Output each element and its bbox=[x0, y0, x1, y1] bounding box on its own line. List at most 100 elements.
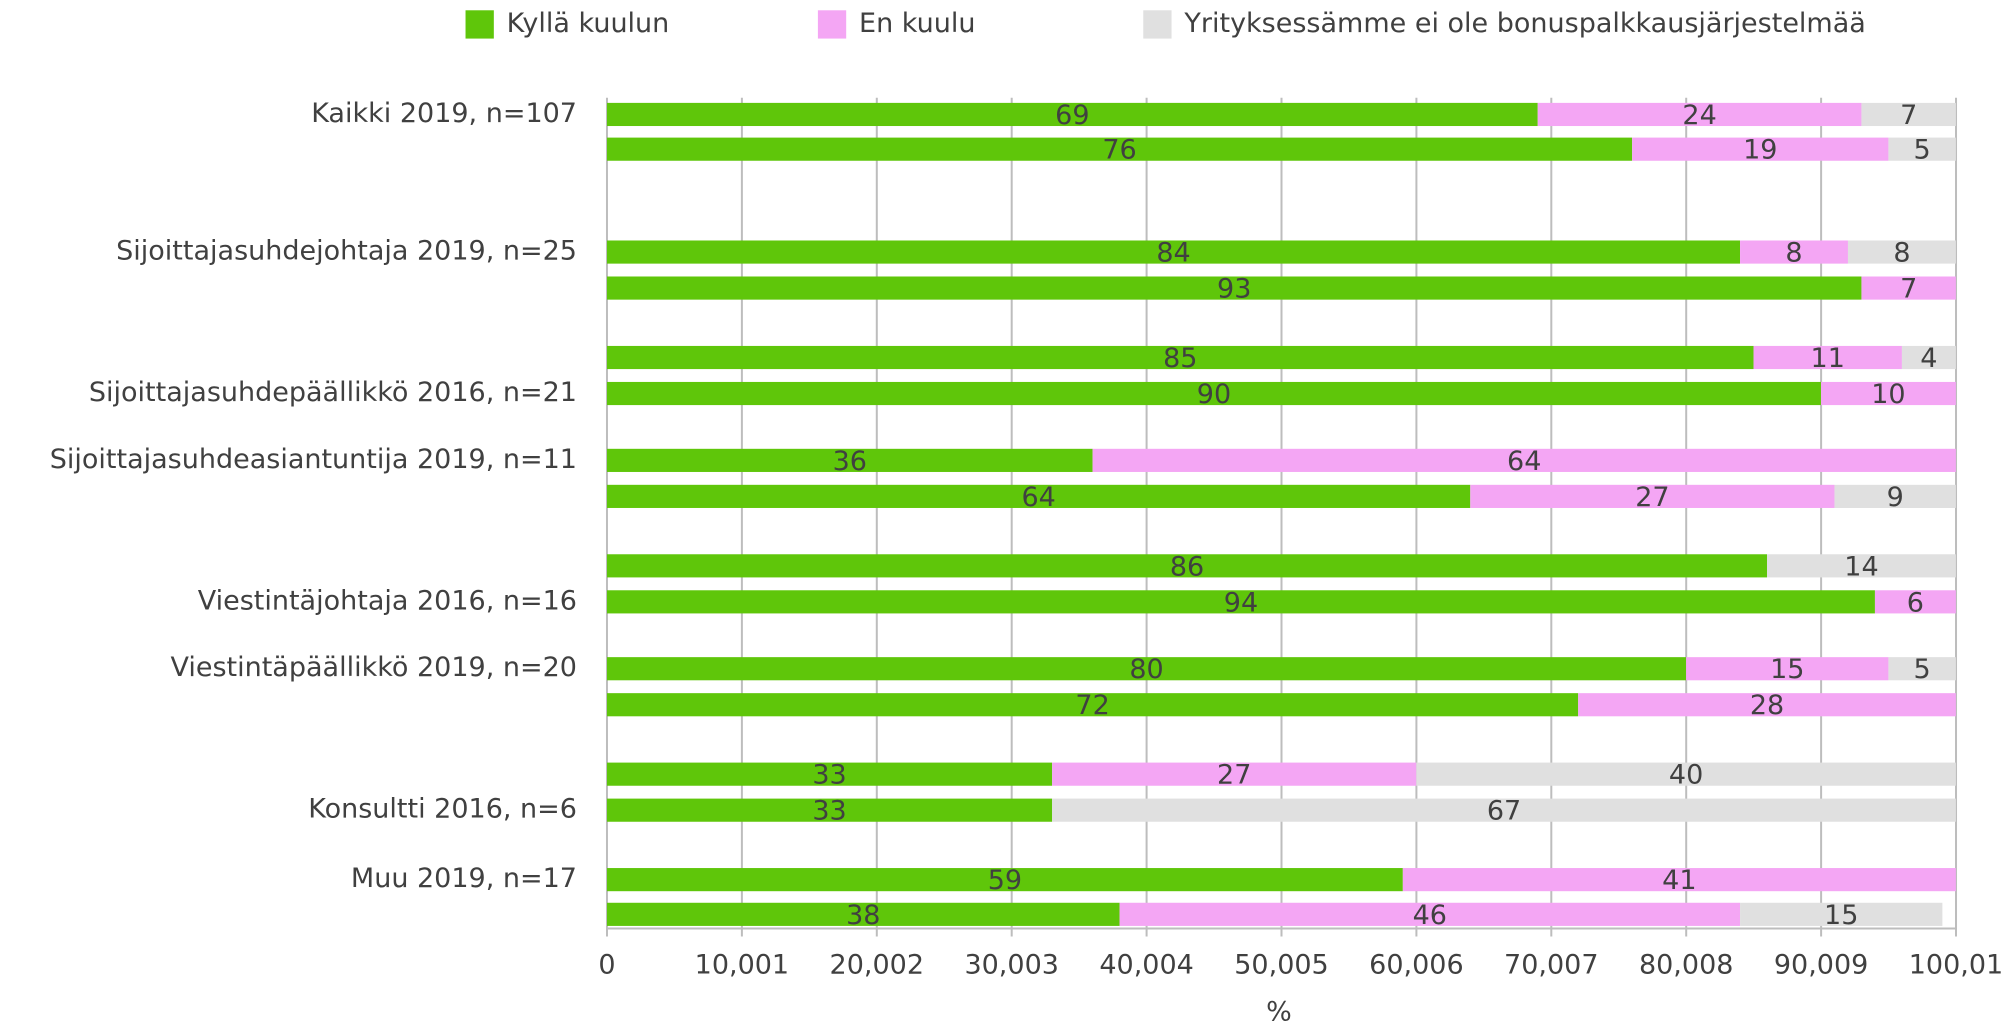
x-tick-label: 30,003 bbox=[964, 949, 1058, 980]
data-label: 24 bbox=[1682, 100, 1716, 131]
bar-segment bbox=[1888, 657, 1956, 681]
data-label: 5 bbox=[1914, 135, 1931, 166]
data-label: 33 bbox=[812, 796, 846, 827]
data-label: 85 bbox=[1163, 343, 1197, 374]
y-tick-label: Viestintäjohtaja 2016, n=16 bbox=[198, 585, 577, 616]
x-tick-label: 100,01 bbox=[1909, 949, 2003, 980]
data-label: 76 bbox=[1102, 135, 1136, 166]
data-label: 8 bbox=[1785, 238, 1802, 269]
bar-segment bbox=[606, 798, 1053, 822]
y-tick-label: Sijoittajasuhdepäällikkö 2016, n=21 bbox=[89, 377, 577, 408]
bar-segment bbox=[1861, 276, 1956, 300]
data-label: 7 bbox=[1900, 100, 1917, 131]
data-label: 86 bbox=[1170, 551, 1204, 582]
bar-segment bbox=[1402, 868, 1956, 892]
data-label: 64 bbox=[1021, 482, 1055, 513]
bar-segment bbox=[606, 484, 1471, 508]
bar-segment bbox=[1740, 902, 1943, 926]
x-tick-label: 70,007 bbox=[1504, 949, 1598, 980]
legend-label: Kyllä kuulun bbox=[507, 8, 670, 39]
bar-segment bbox=[606, 276, 1862, 300]
data-label: 8 bbox=[1893, 238, 1910, 269]
x-tick-label: 80,008 bbox=[1639, 949, 1733, 980]
x-tick-label: 50,005 bbox=[1234, 949, 1328, 980]
bar-segment bbox=[1753, 345, 1902, 370]
data-label: 4 bbox=[1920, 343, 1937, 374]
data-label: 72 bbox=[1075, 690, 1109, 721]
data-label: 27 bbox=[1217, 760, 1251, 791]
x-tick-label: 40,004 bbox=[1099, 949, 1193, 980]
bar-segment bbox=[1052, 762, 1417, 786]
x-tick-label: 0 bbox=[598, 949, 615, 980]
data-label: 33 bbox=[812, 760, 846, 791]
x-tick-label: 60,006 bbox=[1369, 949, 1463, 980]
bar-segment bbox=[1537, 102, 1862, 127]
data-label: 67 bbox=[1487, 796, 1521, 827]
legend-label: Yrityksessämme ei ole bonuspalkkausjärje… bbox=[1183, 8, 1865, 39]
bar-segment bbox=[606, 657, 1687, 681]
data-label: 19 bbox=[1743, 135, 1777, 166]
data-label: 9 bbox=[1887, 482, 1904, 513]
data-label: 36 bbox=[833, 446, 867, 477]
bar-segment bbox=[606, 381, 1821, 406]
bar-segment bbox=[606, 554, 1768, 578]
bar-segment bbox=[1092, 448, 1956, 472]
y-tick-label: Kaikki 2019, n=107 bbox=[311, 98, 577, 129]
bar-segment bbox=[606, 868, 1403, 892]
data-label: 7 bbox=[1900, 274, 1917, 305]
bar-segment bbox=[606, 137, 1633, 161]
bar-segment bbox=[1861, 102, 1956, 127]
data-label: 38 bbox=[846, 900, 880, 931]
bar-segment bbox=[1901, 345, 1956, 370]
x-tick-label: 90,009 bbox=[1774, 949, 1868, 980]
bar-segment bbox=[1874, 590, 1956, 614]
bar-segment bbox=[1632, 137, 1889, 161]
y-tick-label: Muu 2019, n=17 bbox=[351, 863, 577, 894]
y-tick-label: Sijoittajasuhdeasiantuntija 2019, n=11 bbox=[50, 444, 577, 475]
bar-segment bbox=[1470, 484, 1835, 508]
y-tick-label: Viestintäpäällikkö 2019, n=20 bbox=[170, 652, 577, 683]
legend-swatch bbox=[1143, 10, 1172, 39]
legend-swatch bbox=[465, 10, 494, 39]
legend-label: En kuulu bbox=[859, 8, 975, 39]
data-label: 28 bbox=[1750, 690, 1784, 721]
data-label: 84 bbox=[1156, 238, 1190, 269]
bar-segment bbox=[606, 448, 1093, 472]
bar-segment bbox=[1416, 762, 1956, 786]
bar-segment bbox=[606, 902, 1120, 926]
data-label: 59 bbox=[988, 865, 1022, 896]
bar-segment bbox=[1052, 798, 1956, 822]
data-label: 11 bbox=[1811, 343, 1845, 374]
data-label: 80 bbox=[1129, 654, 1163, 685]
bar-segment bbox=[1686, 657, 1889, 681]
x-tick-label: 20,002 bbox=[830, 949, 924, 980]
bar-segment bbox=[1834, 484, 1956, 508]
data-label: 94 bbox=[1224, 587, 1258, 618]
bar-segment bbox=[606, 345, 1754, 370]
x-tick-label: 10,001 bbox=[695, 949, 789, 980]
bar-segment bbox=[606, 102, 1538, 127]
bar-segment bbox=[606, 693, 1579, 717]
data-label: 90 bbox=[1197, 379, 1231, 410]
data-label: 15 bbox=[1824, 900, 1858, 931]
bar-segment bbox=[1578, 693, 1956, 717]
data-label: 15 bbox=[1770, 654, 1804, 685]
data-label: 5 bbox=[1914, 654, 1931, 685]
data-label: 69 bbox=[1055, 100, 1089, 131]
y-tick-label: Konsultti 2016, n=6 bbox=[308, 794, 577, 825]
bar-segment bbox=[606, 240, 1741, 264]
bar-segment bbox=[1767, 554, 1956, 578]
data-label: 27 bbox=[1635, 482, 1669, 513]
bar-segment bbox=[1119, 902, 1741, 926]
data-label: 64 bbox=[1507, 446, 1541, 477]
legend-swatch bbox=[817, 10, 847, 39]
x-axis-label: % bbox=[1266, 997, 1292, 1028]
data-label: 10 bbox=[1871, 379, 1905, 410]
data-label: 46 bbox=[1413, 900, 1447, 931]
data-label: 41 bbox=[1662, 865, 1696, 896]
y-tick-label: Sijoittajasuhdejohtaja 2019, n=25 bbox=[116, 236, 577, 267]
bar-segment bbox=[606, 762, 1053, 786]
data-label: 93 bbox=[1217, 274, 1251, 305]
bar-segment bbox=[1740, 240, 1848, 264]
